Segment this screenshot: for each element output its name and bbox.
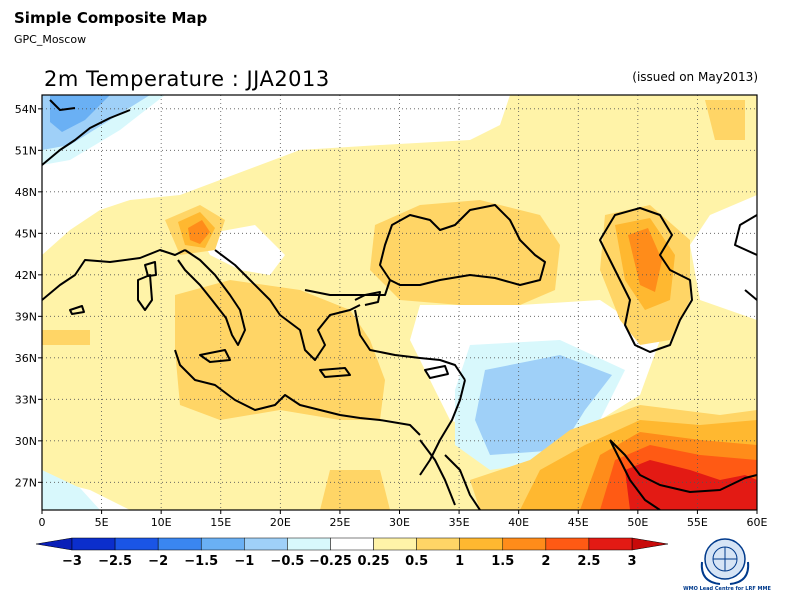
anom-blue-nw-dark (50, 95, 110, 132)
lon-tick-label: 50E (627, 516, 648, 529)
anom-red1-alps (188, 220, 210, 244)
colorbar-swatch (157, 537, 202, 551)
lon-tick-label: 15E (210, 516, 231, 529)
coastlines (42, 99, 757, 510)
coast-crete (319, 367, 351, 378)
colorbar-label: 3 (627, 554, 636, 569)
colorbar-swatch (502, 537, 547, 551)
colorbar-label: 0.5 (405, 554, 428, 569)
coast-caspian (599, 207, 693, 353)
lon-tick-label: 45E (568, 516, 589, 529)
coast-cyprus (424, 365, 449, 379)
coast-italy (177, 249, 246, 346)
lon-tick-label: 20E (270, 516, 291, 529)
lat-tick-label: 48N (15, 186, 37, 199)
axis-labels: 0 5E 10E 15E 20E 25E 30E 35E 40E 45E 50E 55E 60E 27N 3… (15, 103, 768, 529)
anom-cyan-sw (42, 470, 100, 510)
coast-turkey-south (354, 309, 466, 381)
colorbar-swatch (459, 537, 504, 551)
colorbar-swatch (588, 537, 633, 551)
wmo-logo-caption: WMO Lead Centre for LRF MME (683, 586, 771, 592)
coast-greece-turkey (304, 279, 391, 296)
coast-blacksea (379, 204, 546, 286)
lat-tick-label: 54N (15, 103, 37, 116)
wmo-logo (700, 538, 750, 585)
app-title: Simple Composite Map (14, 9, 208, 27)
anom-red3-south (625, 460, 757, 510)
colorbar-swatch (373, 537, 417, 551)
lat-tick-label: 30N (15, 435, 37, 448)
colorbar: −3 −2.5 −2 −1.5 −1 −0.5 −0.25 0.25 0.5 1 1.5 2 2.5 3 (35, 537, 669, 569)
colorbar-under-arrow (35, 537, 73, 551)
coast-east-edge (734, 214, 757, 301)
colorbar-label: −2 (148, 554, 168, 569)
coast-europe-west (42, 249, 186, 301)
lat-tick-label: 27N (15, 476, 37, 489)
anom-blue-mideast (475, 355, 612, 455)
coast-redsea (419, 439, 481, 510)
lat-tick-label: 42N (15, 269, 37, 282)
colorbar-swatch (71, 537, 116, 551)
colorbar-label: −2.5 (98, 554, 132, 569)
coast-persian-gulf (609, 439, 757, 510)
colorbar-label: 1 (455, 554, 464, 569)
lat-tick-label: 33N (15, 393, 37, 406)
lon-tick-label: 10E (151, 516, 172, 529)
app-subtitle: GPC_Moscow (14, 33, 87, 46)
map-title: 2m Temperature : JJA2013 (44, 67, 330, 91)
lon-tick-label: 60E (747, 516, 768, 529)
coast-levant (419, 379, 466, 476)
colorbar-label: 0.25 (357, 554, 389, 569)
coast-balearic (69, 305, 85, 315)
coast-africa-north (174, 349, 421, 436)
colorbar-label: 1.5 (491, 554, 514, 569)
anom-white-adriatic (200, 225, 285, 275)
colorbar-label: −1.5 (184, 554, 218, 569)
lat-tick-label: 45N (15, 227, 37, 240)
anom-orange-ne (705, 100, 745, 140)
anom-orange-saudi-w (320, 470, 390, 510)
lat-tick-label: 39N (15, 310, 37, 323)
coast-sicily (199, 349, 231, 363)
coast-corsica (144, 261, 157, 277)
lon-tick-label: 30E (389, 516, 410, 529)
colorbar-label: −0.25 (309, 554, 352, 569)
colorbar-swatch (287, 537, 331, 551)
colorbar-label: 2.5 (577, 554, 600, 569)
wmo-globe-cross (713, 547, 737, 571)
colorbar-swatch (244, 537, 288, 551)
colorbar-label: −3 (62, 554, 82, 569)
anom-white-north (42, 95, 510, 255)
lon-tick-label: 0 (39, 516, 46, 529)
lon-tick-label: 55E (687, 516, 708, 529)
anom-orange-cyprus (42, 330, 90, 345)
colorbar-swatch (545, 537, 590, 551)
issued-date: (issued on May2013) (632, 70, 758, 84)
coast-aegean (354, 291, 381, 306)
colorbar-swatch (200, 537, 245, 551)
colorbar-swatch (416, 537, 460, 551)
coast-balkans (214, 249, 361, 361)
colorbar-label: −0.5 (270, 554, 304, 569)
lon-tick-label: 5E (95, 516, 109, 529)
lat-tick-label: 36N (15, 352, 37, 365)
colorbar-label: 2 (541, 554, 550, 569)
coast-nw (42, 99, 131, 166)
lon-tick-label: 35E (449, 516, 470, 529)
anom-red1-caspian (628, 228, 662, 292)
lat-tick-label: 51N (15, 144, 37, 157)
wmo-laurel-icon (700, 561, 750, 585)
colorbar-over-arrow (631, 537, 669, 551)
lon-tick-label: 40E (508, 516, 529, 529)
colorbar-swatch (330, 537, 374, 551)
lon-tick-label: 25E (329, 516, 350, 529)
colorbar-label: −1 (234, 554, 254, 569)
colorbar-swatch (114, 537, 159, 551)
